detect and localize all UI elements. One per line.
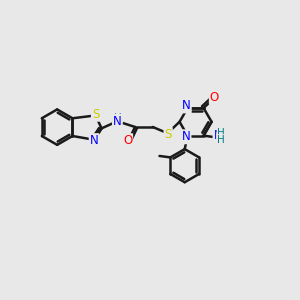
Text: O: O (210, 91, 219, 104)
Text: S: S (92, 108, 99, 121)
Text: N: N (182, 130, 190, 143)
Text: N: N (90, 134, 98, 147)
Text: H: H (114, 113, 122, 123)
Text: S: S (164, 128, 172, 141)
Text: N: N (182, 100, 191, 112)
Text: H: H (218, 135, 225, 145)
Text: H: H (218, 128, 225, 138)
Text: N: N (214, 129, 222, 142)
Text: N: N (113, 115, 122, 128)
Text: O: O (123, 134, 132, 147)
